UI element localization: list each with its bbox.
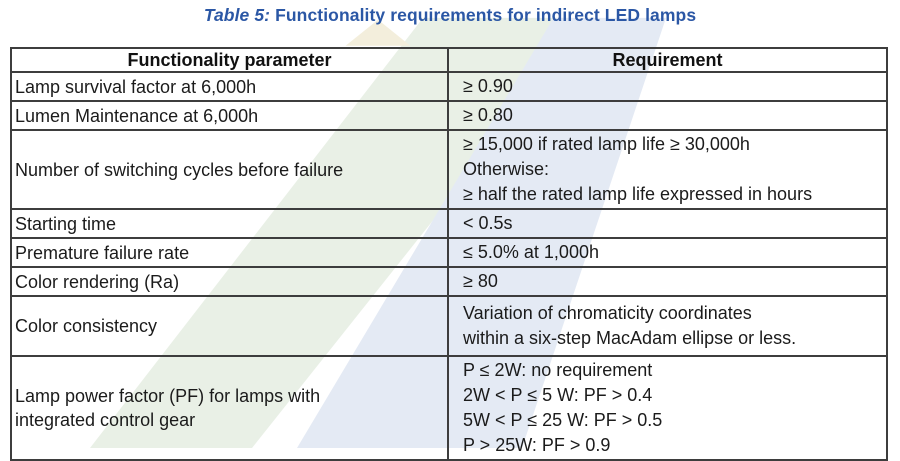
table-row: Starting time < 0.5s [10, 208, 888, 239]
requirement-line: ≥ 15,000 if rated lamp life ≥ 30,000h [463, 134, 750, 154]
parameter-cell: Color rendering (Ra) [10, 266, 449, 297]
table-row: Color consistency Variation of chromatici… [10, 295, 888, 357]
table-row: Number of switching cycles before failur… [10, 129, 888, 210]
requirement-cell: ≥ 0.90 [447, 71, 888, 102]
requirement-line: Otherwise: [463, 159, 550, 179]
requirement-line: 2W < P ≤ 5 W: PF > 0.4 [463, 385, 653, 405]
requirement-cell: ≥ 0.80 [447, 100, 888, 131]
requirement-line: P > 25W: PF > 0.9 [463, 435, 611, 455]
column-header-parameter: Functionality parameter [10, 47, 449, 73]
requirement-cell: ≥ 15,000 if rated lamp life ≥ 30,000h Oth… [447, 129, 888, 210]
parameter-cell: Starting time [10, 208, 449, 239]
requirement-cell: ≥ 80 [447, 266, 888, 297]
requirement-cell: < 0.5s [447, 208, 888, 239]
requirement-line: within a six-step MacAdam ellipse or les… [463, 328, 797, 348]
table-row: Lumen Maintenance at 6,000h ≥ 0.80 [10, 100, 888, 131]
requirement-line: 5W < P ≤ 25 W: PF > 0.5 [463, 410, 663, 430]
parameter-cell: Lumen Maintenance at 6,000h [10, 100, 449, 131]
requirement-line: P ≤ 2W: no requirement [463, 360, 653, 380]
requirements-table: Functionality parameter Requirement Lamp… [10, 47, 888, 461]
parameter-cell: Number of switching cycles before failur… [10, 129, 449, 210]
requirement-line: ≥ 0.80 [463, 105, 513, 125]
parameter-cell: Lamp survival factor at 6,000h [10, 71, 449, 102]
requirement-cell: P ≤ 2W: no requirement 2W < P ≤ 5 W: PF >… [447, 355, 888, 461]
column-header-requirement: Requirement [447, 47, 888, 73]
parameter-cell: Color consistency [10, 295, 449, 357]
table-caption: Table 5: Functionality requirements for … [0, 5, 900, 26]
requirement-line: Variation of chromaticity coordinates [463, 303, 752, 323]
table-row: Lamp power factor (PF) for lamps with in… [10, 355, 888, 461]
table-row: Premature failure rate ≤ 5.0% at 1,000h [10, 237, 888, 268]
requirement-line: ≥ half the rated lamp life expressed in … [463, 184, 813, 204]
table-row: Lamp survival factor at 6,000h ≥ 0.90 [10, 71, 888, 102]
requirement-cell: Variation of chromaticity coordinates wit… [447, 295, 888, 357]
table-row: Color rendering (Ra) ≥ 80 [10, 266, 888, 297]
parameter-cell: Premature failure rate [10, 237, 449, 268]
requirement-line: < 0.5s [463, 213, 513, 233]
requirement-line: ≤ 5.0% at 1,000h [463, 242, 599, 262]
header-row: Functionality parameter Requirement [10, 47, 888, 73]
table-caption-number: Table 5: [203, 5, 271, 25]
requirement-line: ≥ 80 [463, 271, 498, 291]
parameter-cell: Lamp power factor (PF) for lamps with in… [10, 355, 449, 461]
requirement-cell: ≤ 5.0% at 1,000h [447, 237, 888, 268]
table-caption-text: Functionality requirements for indirect … [270, 5, 697, 25]
requirement-line: ≥ 0.90 [463, 76, 513, 96]
